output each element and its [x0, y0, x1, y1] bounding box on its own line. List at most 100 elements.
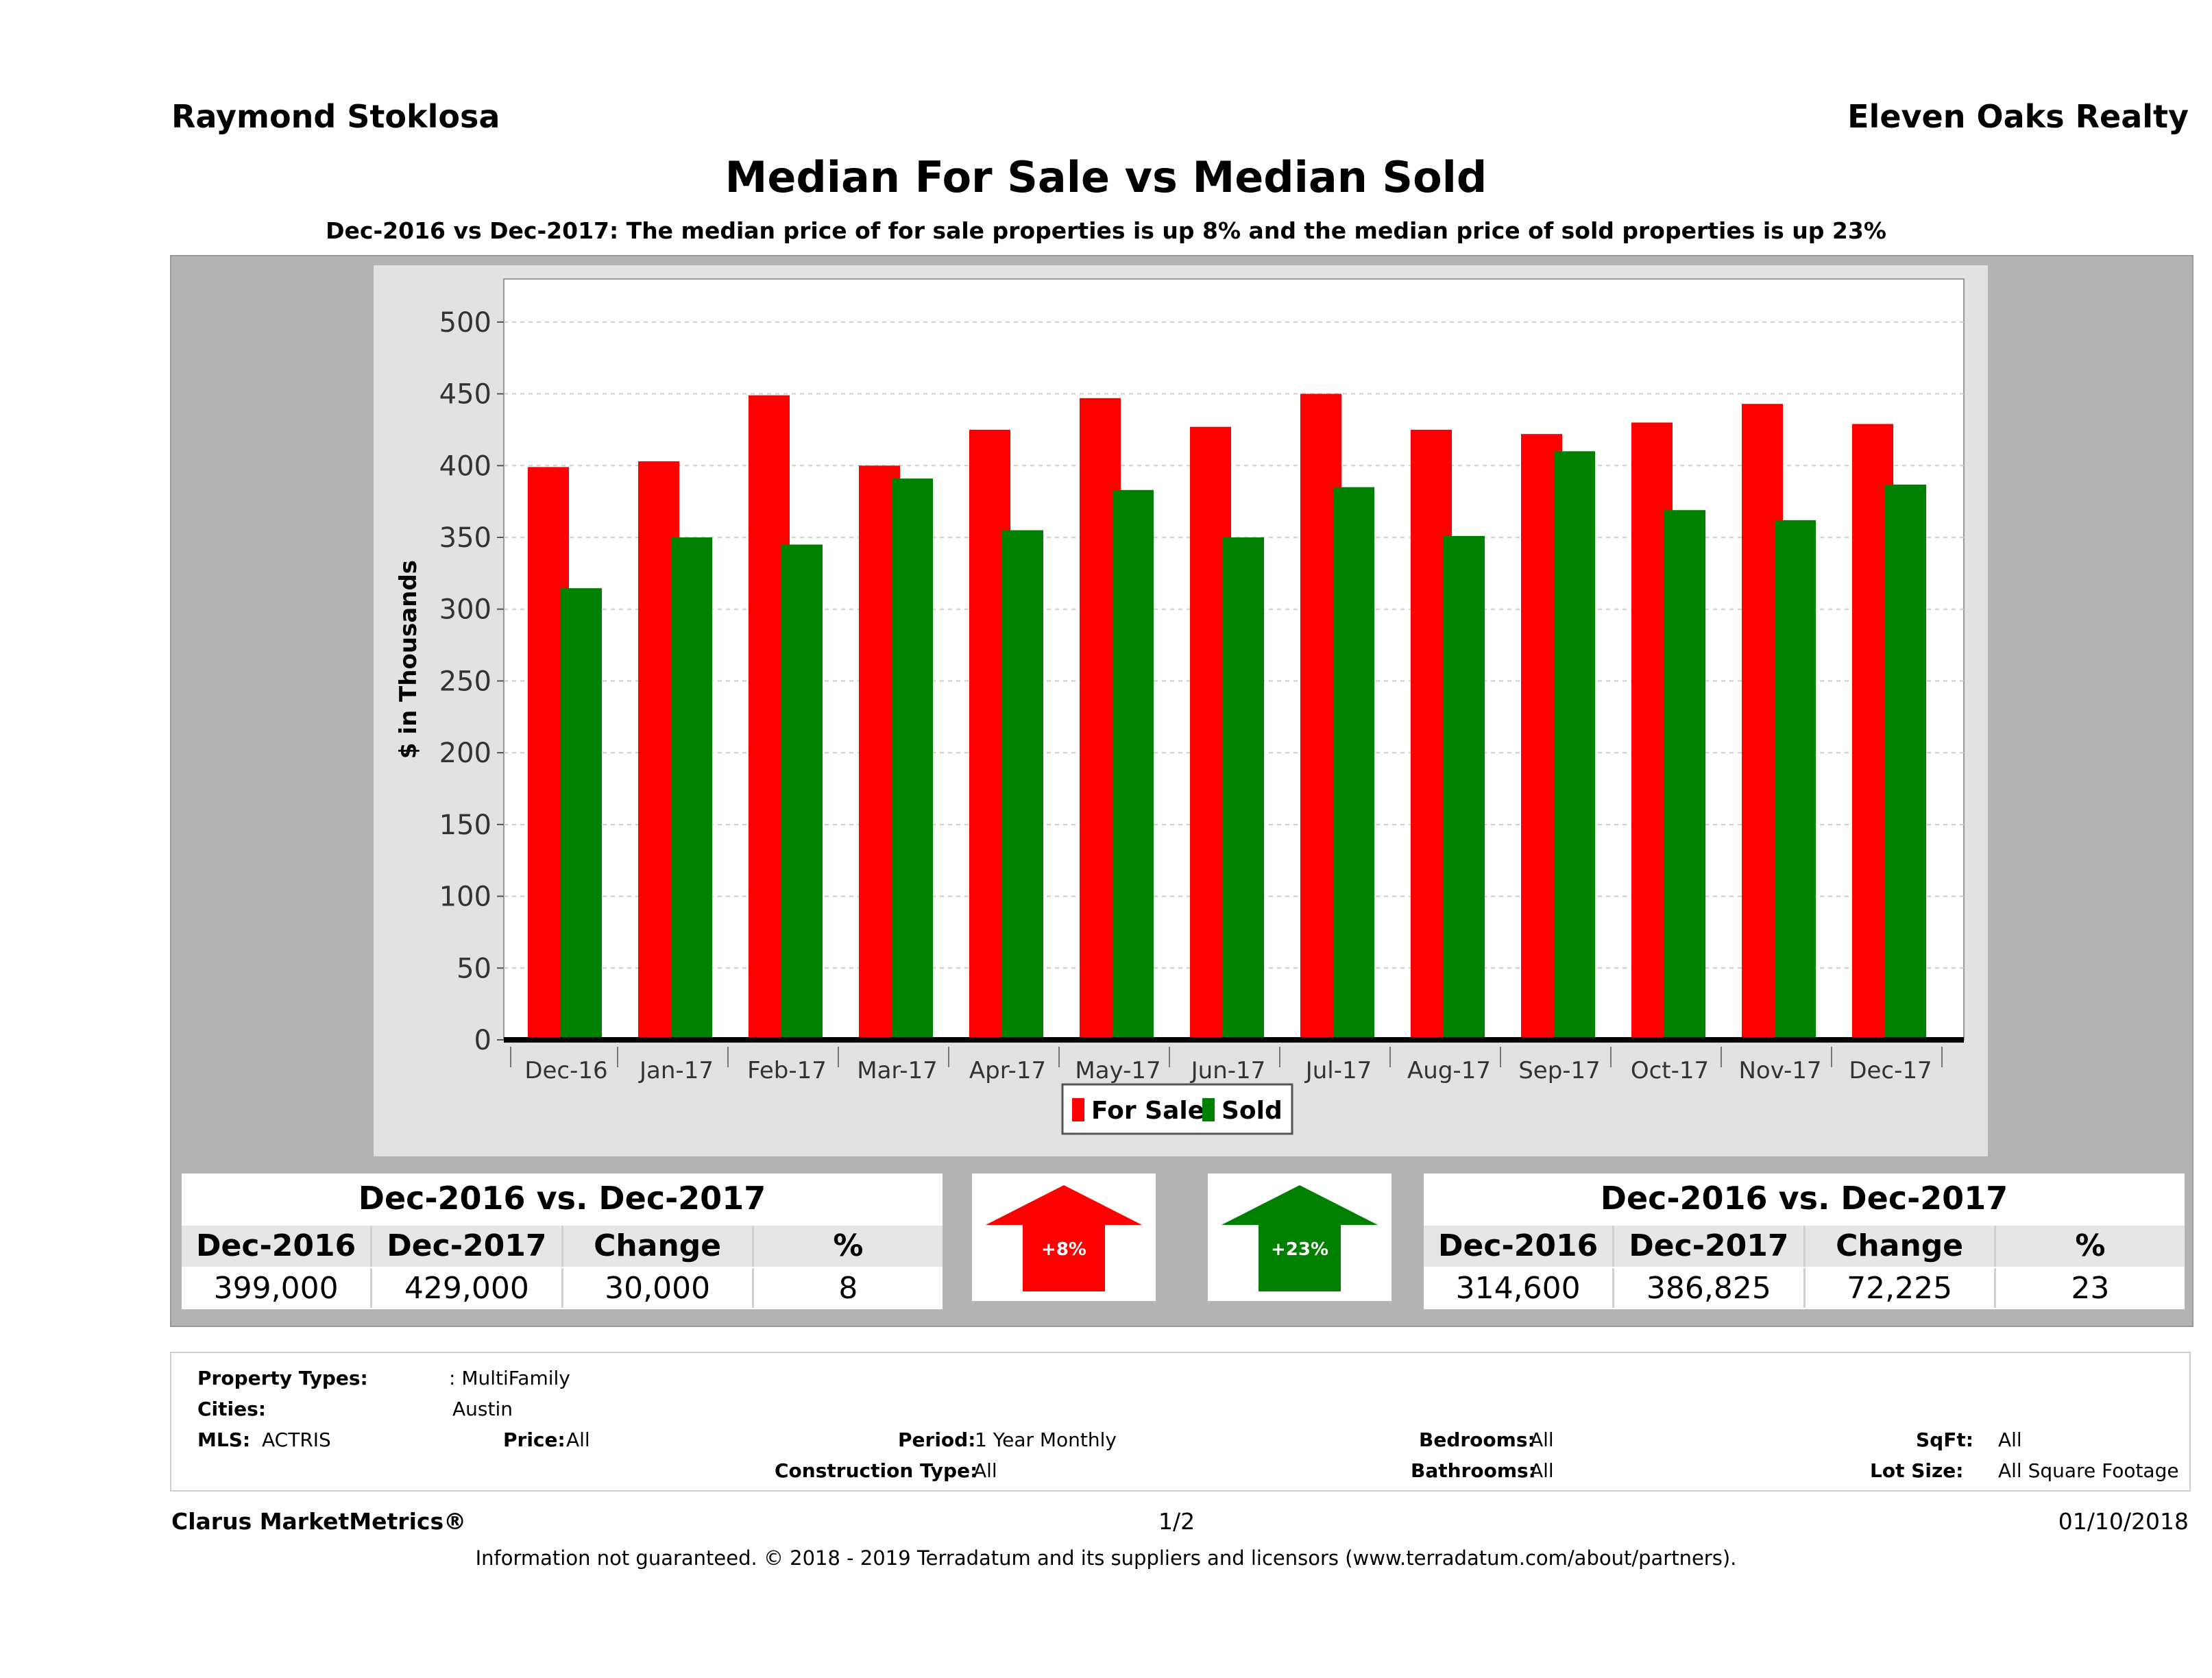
- table-cell: 399,000: [182, 1268, 373, 1308]
- bedrooms-label: Bedrooms:: [1419, 1428, 1535, 1451]
- chart-area: 0 50 100 150 200 250 300 350 400 450 500 $ in Thous…: [374, 265, 1988, 1156]
- y-tick-label: 200: [439, 738, 491, 769]
- y-axis-label: $ in Thousands: [395, 560, 422, 759]
- report-subtitle: Dec-2016 vs Dec-2017: The median price o…: [326, 217, 1886, 244]
- sold-swatch: [1202, 1098, 1215, 1121]
- period-value: 1 Year Monthly: [975, 1428, 1117, 1451]
- sold-bar: [892, 478, 933, 1040]
- column-header: Change: [563, 1226, 754, 1267]
- column-header: %: [833, 1228, 864, 1263]
- y-tick-label: 350: [439, 522, 491, 554]
- sqft-value: All: [1998, 1428, 2022, 1451]
- report-title: Median For Sale vs Median Sold: [725, 152, 1487, 202]
- bathrooms-value: All: [1530, 1459, 1554, 1482]
- price-label: Price:: [503, 1428, 566, 1451]
- table-heading: Dec-2016 vs. Dec-2017: [1600, 1180, 2008, 1217]
- column-header: %: [2075, 1228, 2106, 1263]
- table-cell: 314,600: [1424, 1268, 1615, 1308]
- table-cell: 429,000: [372, 1268, 563, 1308]
- legend: [1061, 1083, 1293, 1135]
- y-tick-label: 300: [439, 594, 491, 626]
- x-tick-label: Jan-17: [638, 1057, 714, 1084]
- x-tick-label: Aug-17: [1407, 1057, 1491, 1084]
- price-value: All: [566, 1428, 590, 1451]
- legend-label-sold: Sold: [1222, 1097, 1283, 1125]
- property-types-label: Property Types:: [197, 1367, 368, 1389]
- sold-bar: [1333, 487, 1374, 1040]
- sold-bar: [671, 537, 712, 1040]
- y-tick-label: 150: [439, 810, 491, 841]
- x-tick-label: Sep-17: [1518, 1057, 1601, 1084]
- x-tick-label: Feb-17: [747, 1057, 827, 1084]
- agent-name: Raymond Stoklosa: [171, 98, 500, 135]
- y-tick-label: 100: [439, 881, 491, 913]
- column-header: Dec-2016: [1424, 1226, 1615, 1267]
- column-header: Dec-2017: [1614, 1226, 1806, 1267]
- sold-change-label: +23%: [1270, 1239, 1329, 1260]
- bathrooms-label: Bathrooms:: [1411, 1459, 1536, 1482]
- mls-value: ACTRIS: [262, 1428, 331, 1451]
- search-criteria-panel: Property Types: : MultiFamily Cities: Au…: [170, 1352, 2191, 1492]
- bedrooms-value: All: [1530, 1428, 1554, 1451]
- x-tick-label: Oct-17: [1631, 1057, 1709, 1084]
- sqft-label: SqFt:: [1916, 1428, 1973, 1451]
- bar-chart: 0 50 100 150 200 250 300 350 400 450 500 $ in Thous…: [395, 278, 1965, 1135]
- up-arrow-icon: [986, 1185, 1142, 1291]
- brand-footer: Clarus MarketMetrics®: [171, 1508, 467, 1535]
- x-tick-label: Dec-17: [1849, 1057, 1932, 1084]
- mls-label: MLS:: [197, 1428, 251, 1451]
- sold-bar: [781, 544, 823, 1040]
- y-tick-label: 400: [439, 450, 491, 482]
- for-sale-comparison-table: Dec-2016 vs. Dec-2017 Dec-2016 Dec-2017 …: [182, 1174, 943, 1309]
- x-tick-label: Jun-17: [1190, 1057, 1266, 1084]
- page-number: 1/2: [1158, 1508, 1195, 1535]
- table-heading: Dec-2016 vs. Dec-2017: [358, 1180, 766, 1217]
- lot-size-label: Lot Size:: [1870, 1459, 1964, 1482]
- sold-change-indicator: +23%: [1208, 1174, 1391, 1301]
- sold-bar: [1002, 530, 1043, 1040]
- y-tick-label: 50: [457, 953, 491, 984]
- y-tick-label: 0: [474, 1025, 491, 1056]
- property-types-value: : MultiFamily: [449, 1367, 570, 1389]
- up-arrow-icon: [1222, 1185, 1378, 1291]
- period-label: Period:: [898, 1428, 976, 1451]
- table-cell: 386,825: [1614, 1268, 1806, 1308]
- cities-label: Cities:: [197, 1398, 266, 1420]
- report-date: 01/10/2018: [2058, 1508, 2189, 1535]
- cities-value: Austin: [452, 1398, 513, 1420]
- y-tick-label: 450: [439, 379, 491, 411]
- table-cell: 23: [2071, 1271, 2110, 1306]
- sold-bar: [1223, 537, 1264, 1040]
- y-tick-label: 250: [439, 666, 491, 697]
- for-sale-swatch: [1072, 1098, 1084, 1121]
- sold-bar: [1444, 535, 1485, 1040]
- x-tick-label: Nov-17: [1739, 1057, 1822, 1084]
- sold-bar: [561, 588, 602, 1040]
- x-tick-label: May-17: [1075, 1057, 1160, 1084]
- sold-bar: [1885, 484, 1926, 1040]
- table-cell: 30,000: [563, 1268, 754, 1308]
- legend-label-for-sale: For Sale: [1091, 1097, 1204, 1125]
- x-tick-label: Dec-16: [524, 1057, 607, 1084]
- y-tick-label: 500: [439, 307, 491, 339]
- x-tick-label: Jul-17: [1304, 1057, 1372, 1084]
- sold-comparison-table: Dec-2016 vs. Dec-2017 Dec-2016 Dec-2017 …: [1424, 1174, 2185, 1309]
- table-cell: 72,225: [1806, 1268, 1996, 1308]
- for-sale-change-indicator: +8%: [972, 1174, 1156, 1301]
- sold-bar: [1775, 520, 1816, 1040]
- disclaimer: Information not guaranteed. © 2018 - 201…: [475, 1546, 1737, 1570]
- sold-bar: [1664, 510, 1705, 1040]
- construction-type-label: Construction Type:: [775, 1459, 978, 1482]
- lot-size-value: All Square Footage: [1998, 1459, 2179, 1482]
- sold-bar: [1554, 451, 1595, 1040]
- x-tick-label: Apr-17: [969, 1057, 1046, 1084]
- for-sale-change-label: +8%: [1041, 1239, 1086, 1260]
- company-name: Eleven Oaks Realty: [1847, 98, 2189, 135]
- construction-type-value: All: [973, 1459, 997, 1482]
- column-header: Change: [1806, 1226, 1996, 1267]
- table-cell: 8: [838, 1271, 858, 1306]
- column-header: Dec-2017: [372, 1226, 563, 1267]
- column-header: Dec-2016: [182, 1226, 373, 1267]
- sold-bar: [1113, 489, 1154, 1040]
- x-tick-label: Mar-17: [857, 1057, 938, 1084]
